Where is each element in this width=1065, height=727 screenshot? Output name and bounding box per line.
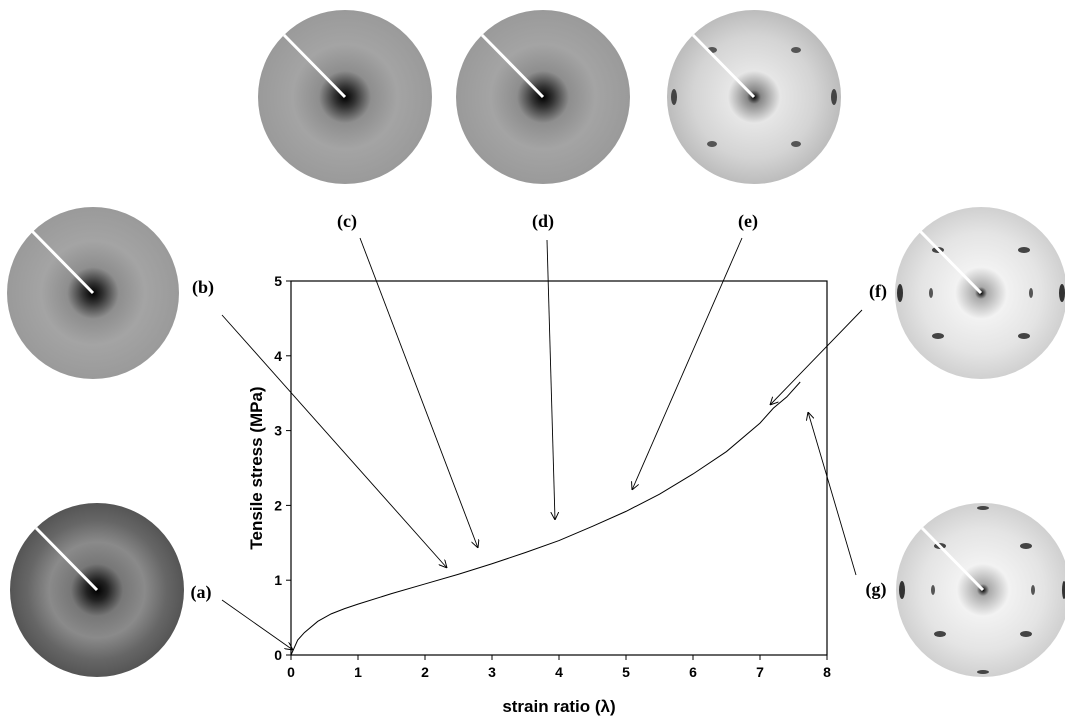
pattern-b	[7, 207, 179, 379]
y-tick-label: 0	[274, 647, 282, 663]
annotation-label: (f)	[869, 281, 887, 302]
x-tick-label: 6	[689, 664, 697, 680]
x-tick-label: 0	[287, 664, 295, 680]
pattern-f	[895, 207, 1065, 379]
pattern-d	[456, 10, 630, 184]
pattern-e	[667, 10, 841, 184]
annotation-label: (d)	[532, 211, 554, 232]
annotation-label: (b)	[192, 277, 214, 298]
pattern-a	[10, 503, 184, 677]
y-tick-label: 4	[274, 348, 282, 364]
plot-frame	[291, 281, 827, 655]
x-tick-label: 1	[354, 664, 362, 680]
y-tick-label: 5	[274, 273, 282, 289]
chart: strain ratio (λ) Tensile stress (MPa) 0 1…	[0, 0, 1065, 727]
data-line	[291, 382, 800, 655]
annotation-arrow	[808, 412, 856, 575]
annotation-label: (c)	[337, 211, 357, 232]
diffraction-images	[7, 10, 1065, 677]
x-axis-label: strain ratio (λ)	[502, 697, 615, 716]
annotation-label: (g)	[866, 579, 887, 600]
annotation-arrow	[360, 238, 478, 548]
pattern-c	[258, 10, 432, 184]
annotation-arrow	[222, 600, 293, 650]
annotation-arrow	[547, 240, 555, 520]
x-tick-label: 5	[622, 664, 630, 680]
y-axis-label: Tensile stress (MPa)	[247, 386, 266, 549]
annotation-label: (e)	[738, 211, 758, 232]
y-tick-label: 3	[274, 423, 282, 439]
y-tick-label: 2	[274, 497, 282, 513]
x-tick-label: 7	[756, 664, 764, 680]
x-tick-label: 8	[823, 664, 831, 680]
annotation-label: (a)	[191, 582, 212, 603]
x-tick-label: 3	[488, 664, 496, 680]
y-tick-label: 1	[274, 572, 282, 588]
pattern-g	[896, 503, 1065, 677]
annotation-arrow	[770, 310, 862, 405]
x-tick-label: 2	[421, 664, 429, 680]
x-tick-label: 4	[555, 664, 563, 680]
